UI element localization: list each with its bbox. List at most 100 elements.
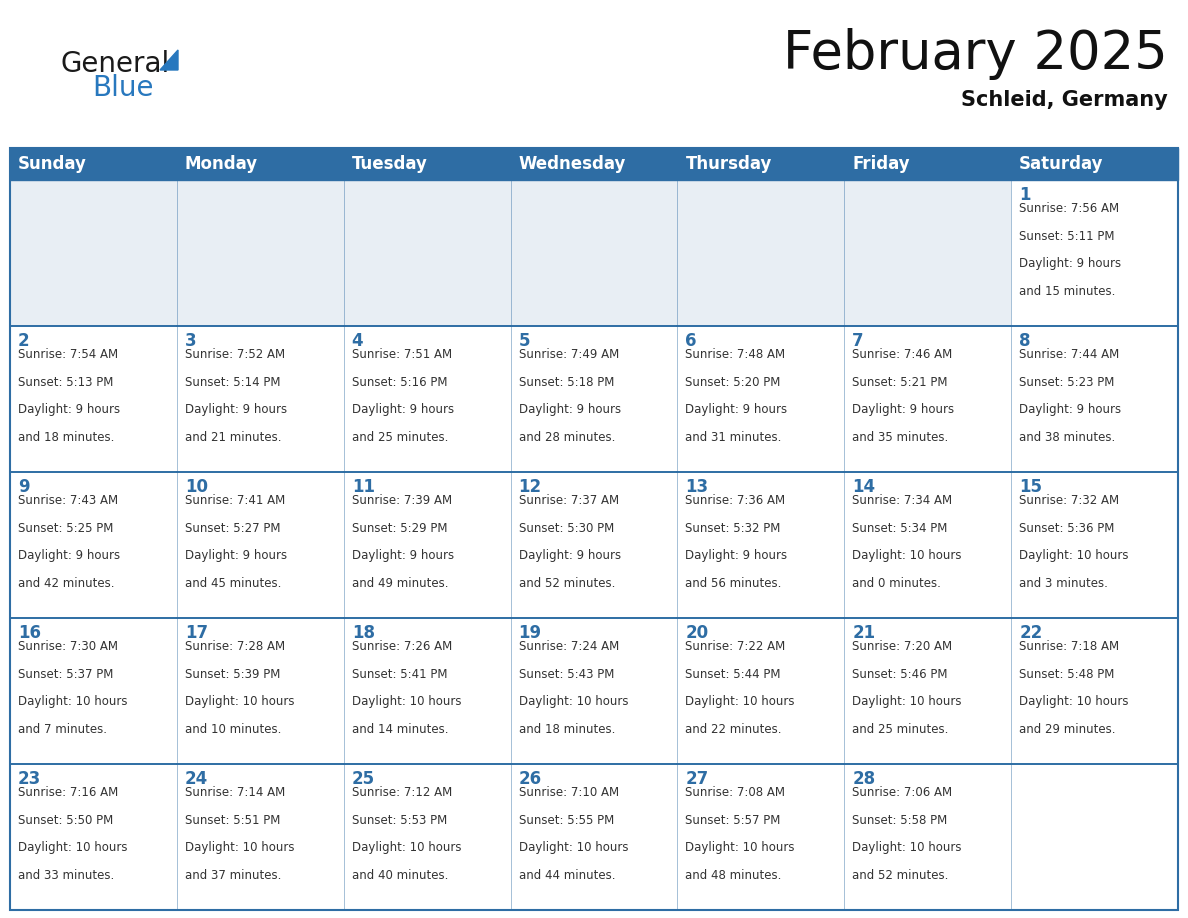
Text: 24: 24: [185, 770, 208, 788]
Text: Daylight: 9 hours: Daylight: 9 hours: [185, 549, 287, 562]
Text: Sunset: 5:57 PM: Sunset: 5:57 PM: [685, 813, 781, 826]
Text: and 18 minutes.: and 18 minutes.: [18, 431, 114, 443]
Text: Sunset: 5:23 PM: Sunset: 5:23 PM: [1019, 375, 1114, 388]
Text: and 44 minutes.: and 44 minutes.: [519, 868, 615, 881]
Text: and 18 minutes.: and 18 minutes.: [519, 722, 615, 735]
Text: Sunrise: 7:30 AM: Sunrise: 7:30 AM: [18, 640, 118, 653]
Text: Sunset: 5:30 PM: Sunset: 5:30 PM: [519, 521, 614, 534]
Bar: [511, 618, 677, 764]
Text: Daylight: 10 hours: Daylight: 10 hours: [1019, 549, 1129, 562]
Text: 11: 11: [352, 478, 374, 496]
Text: Sunset: 5:32 PM: Sunset: 5:32 PM: [685, 521, 781, 534]
Text: Wednesday: Wednesday: [519, 155, 626, 173]
Bar: [343, 180, 511, 326]
Bar: [677, 618, 845, 764]
Text: and 45 minutes.: and 45 minutes.: [185, 577, 282, 589]
Text: Sunrise: 7:12 AM: Sunrise: 7:12 AM: [352, 786, 451, 799]
Text: Daylight: 10 hours: Daylight: 10 hours: [852, 841, 962, 854]
Text: Thursday: Thursday: [685, 155, 772, 173]
Text: February 2025: February 2025: [783, 28, 1168, 80]
Text: Sunrise: 7:06 AM: Sunrise: 7:06 AM: [852, 786, 953, 799]
Text: Sunset: 5:39 PM: Sunset: 5:39 PM: [185, 667, 280, 680]
Text: and 22 minutes.: and 22 minutes.: [685, 722, 782, 735]
Text: General: General: [61, 50, 169, 78]
Text: Sunrise: 7:52 AM: Sunrise: 7:52 AM: [185, 348, 285, 361]
Text: Sunrise: 7:22 AM: Sunrise: 7:22 AM: [685, 640, 785, 653]
Bar: [677, 180, 845, 326]
Text: 8: 8: [1019, 332, 1031, 350]
Text: Sunset: 5:27 PM: Sunset: 5:27 PM: [185, 521, 280, 534]
Bar: [1011, 618, 1178, 764]
Text: 13: 13: [685, 478, 708, 496]
Text: Sunrise: 7:18 AM: Sunrise: 7:18 AM: [1019, 640, 1119, 653]
Text: Sunrise: 7:16 AM: Sunrise: 7:16 AM: [18, 786, 119, 799]
Text: and 35 minutes.: and 35 minutes.: [852, 431, 948, 443]
Text: Daylight: 10 hours: Daylight: 10 hours: [18, 841, 127, 854]
Text: Daylight: 9 hours: Daylight: 9 hours: [352, 549, 454, 562]
Text: 14: 14: [852, 478, 876, 496]
Text: Daylight: 10 hours: Daylight: 10 hours: [852, 695, 962, 708]
Bar: [10, 618, 177, 764]
Text: and 40 minutes.: and 40 minutes.: [352, 868, 448, 881]
Text: Sunset: 5:34 PM: Sunset: 5:34 PM: [852, 521, 948, 534]
Text: Sunset: 5:29 PM: Sunset: 5:29 PM: [352, 521, 447, 534]
Text: 10: 10: [185, 478, 208, 496]
Bar: [343, 326, 511, 472]
Text: 18: 18: [352, 624, 374, 642]
Text: Sunset: 5:37 PM: Sunset: 5:37 PM: [18, 667, 113, 680]
Text: Daylight: 9 hours: Daylight: 9 hours: [1019, 257, 1121, 270]
Text: Sunset: 5:46 PM: Sunset: 5:46 PM: [852, 667, 948, 680]
Text: Daylight: 10 hours: Daylight: 10 hours: [185, 841, 295, 854]
Bar: [845, 764, 1011, 910]
Text: Daylight: 9 hours: Daylight: 9 hours: [18, 549, 120, 562]
Text: Daylight: 10 hours: Daylight: 10 hours: [1019, 695, 1129, 708]
Text: and 37 minutes.: and 37 minutes.: [185, 868, 282, 881]
Bar: [177, 472, 343, 618]
Text: Sunrise: 7:34 AM: Sunrise: 7:34 AM: [852, 494, 953, 507]
Text: 20: 20: [685, 624, 708, 642]
Text: 5: 5: [519, 332, 530, 350]
Bar: [845, 618, 1011, 764]
Text: Sunrise: 7:39 AM: Sunrise: 7:39 AM: [352, 494, 451, 507]
Text: Daylight: 10 hours: Daylight: 10 hours: [352, 695, 461, 708]
Text: and 25 minutes.: and 25 minutes.: [352, 431, 448, 443]
Text: Sunrise: 7:44 AM: Sunrise: 7:44 AM: [1019, 348, 1119, 361]
Text: and 10 minutes.: and 10 minutes.: [185, 722, 282, 735]
Text: 3: 3: [185, 332, 196, 350]
Bar: [677, 326, 845, 472]
Text: Sunrise: 7:43 AM: Sunrise: 7:43 AM: [18, 494, 118, 507]
Text: and 28 minutes.: and 28 minutes.: [519, 431, 615, 443]
Text: Sunset: 5:16 PM: Sunset: 5:16 PM: [352, 375, 447, 388]
Text: Sunrise: 7:51 AM: Sunrise: 7:51 AM: [352, 348, 451, 361]
Text: 21: 21: [852, 624, 876, 642]
Text: 15: 15: [1019, 478, 1042, 496]
Text: Sunrise: 7:14 AM: Sunrise: 7:14 AM: [185, 786, 285, 799]
Text: Sunrise: 7:28 AM: Sunrise: 7:28 AM: [185, 640, 285, 653]
Text: Daylight: 10 hours: Daylight: 10 hours: [519, 695, 628, 708]
Bar: [177, 326, 343, 472]
Text: Sunrise: 7:24 AM: Sunrise: 7:24 AM: [519, 640, 619, 653]
Bar: [10, 148, 1178, 910]
Text: Daylight: 9 hours: Daylight: 9 hours: [519, 403, 620, 416]
Bar: [343, 764, 511, 910]
Text: Schleid, Germany: Schleid, Germany: [961, 90, 1168, 110]
Bar: [845, 472, 1011, 618]
Text: Sunset: 5:21 PM: Sunset: 5:21 PM: [852, 375, 948, 388]
Text: Daylight: 10 hours: Daylight: 10 hours: [519, 841, 628, 854]
Text: Sunrise: 7:20 AM: Sunrise: 7:20 AM: [852, 640, 953, 653]
Text: 12: 12: [519, 478, 542, 496]
Polygon shape: [160, 50, 178, 70]
Text: and 15 minutes.: and 15 minutes.: [1019, 285, 1116, 297]
Text: Sunrise: 7:32 AM: Sunrise: 7:32 AM: [1019, 494, 1119, 507]
Text: Sunset: 5:13 PM: Sunset: 5:13 PM: [18, 375, 113, 388]
Bar: [845, 326, 1011, 472]
Text: Sunset: 5:50 PM: Sunset: 5:50 PM: [18, 813, 113, 826]
Text: and 49 minutes.: and 49 minutes.: [352, 577, 448, 589]
Text: and 56 minutes.: and 56 minutes.: [685, 577, 782, 589]
Text: Sunrise: 7:48 AM: Sunrise: 7:48 AM: [685, 348, 785, 361]
Bar: [511, 472, 677, 618]
Text: and 38 minutes.: and 38 minutes.: [1019, 431, 1116, 443]
Text: 25: 25: [352, 770, 375, 788]
Text: and 48 minutes.: and 48 minutes.: [685, 868, 782, 881]
Text: 6: 6: [685, 332, 697, 350]
